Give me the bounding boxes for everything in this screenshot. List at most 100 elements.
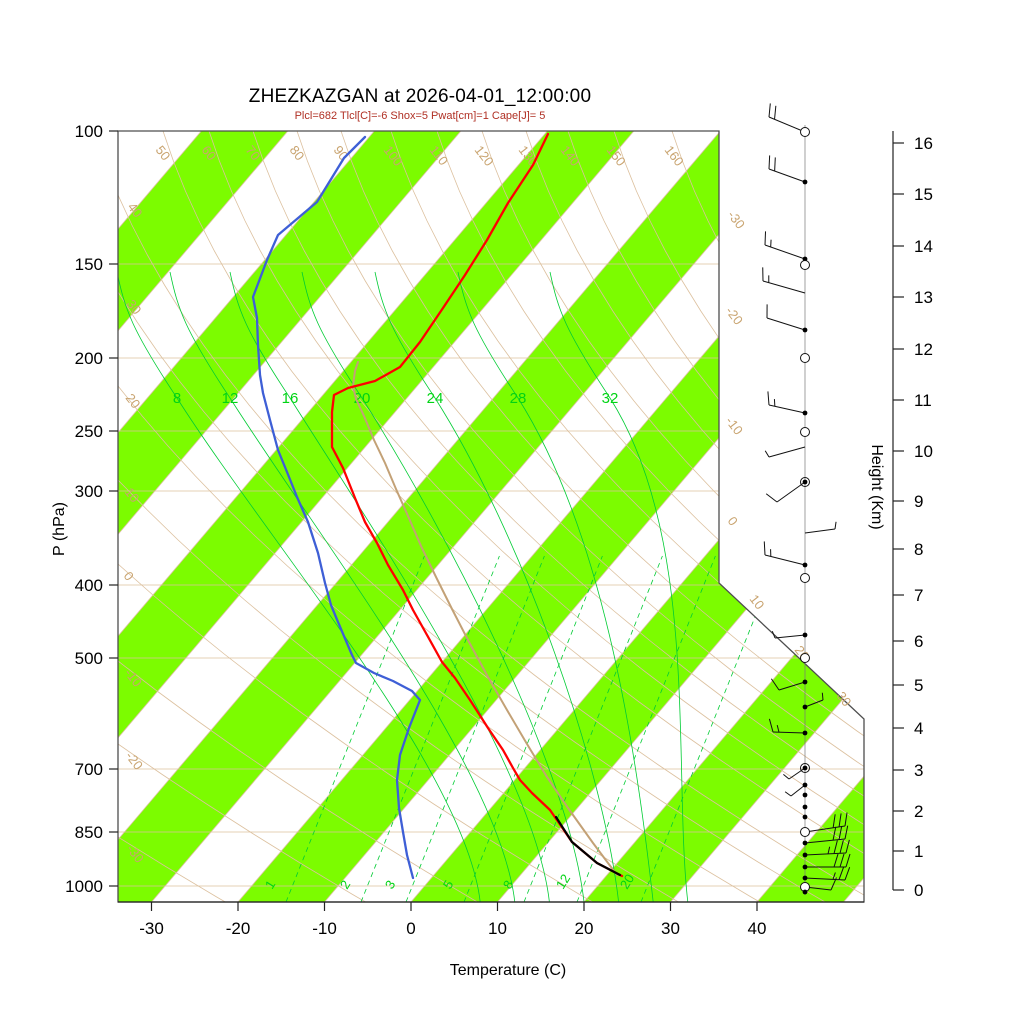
isotherm-label-right: 10 xyxy=(747,592,768,613)
pressure-tick-label: 100 xyxy=(75,122,103,141)
dewpoint-curve xyxy=(251,135,422,880)
adiabat-label-left: 0 xyxy=(121,569,137,584)
wind-barb-staff xyxy=(764,554,806,566)
wind-barb-staff xyxy=(772,731,806,734)
surface-temp-black-segment xyxy=(554,815,622,877)
dry-adiabat xyxy=(118,836,269,902)
station-dot xyxy=(802,562,808,568)
station-circle xyxy=(800,653,810,663)
isotherm-line xyxy=(0,131,28,902)
wind-barb-staff xyxy=(790,784,806,797)
height-tick-label: 10 xyxy=(914,442,933,461)
dry-adiabat xyxy=(118,291,860,902)
isotherm-line xyxy=(324,131,864,902)
pressure-tick-label: 250 xyxy=(75,422,103,441)
wind-barb-staff xyxy=(804,852,847,856)
dry-adiabat xyxy=(340,131,864,902)
adiabat-label-top: 160 xyxy=(662,143,687,169)
wind-barb-full xyxy=(774,105,777,120)
temperature-tick-label: -10 xyxy=(312,919,337,938)
wind-barb-half xyxy=(832,872,836,880)
isotherm-line xyxy=(118,131,289,902)
wind-barb-staff xyxy=(764,244,806,260)
mixing-ratio-line xyxy=(285,555,425,902)
wind-barb-full xyxy=(768,155,771,170)
chart-title: ZHEZKAZGAN at 2026-04-01_12:00:00 xyxy=(248,86,592,107)
wind-barb-half xyxy=(821,692,824,701)
wind-barb-staff xyxy=(778,681,806,691)
pressure-tick-label: 400 xyxy=(75,576,103,595)
wind-barb-full xyxy=(845,839,850,854)
wind-barb-staff xyxy=(804,877,846,881)
wind-barb-full xyxy=(768,103,771,118)
mixing-ratio-line xyxy=(523,555,663,902)
wind-barb-full xyxy=(770,678,780,691)
pressure-tick-label: 1000 xyxy=(65,877,103,896)
wind-barb-full xyxy=(833,853,839,868)
adiabat-label-top: 80 xyxy=(287,143,308,164)
wind-barb-staff xyxy=(766,317,806,331)
isotherm-label-right: 0 xyxy=(725,514,741,529)
pressure-tick-label: 200 xyxy=(75,349,103,368)
moist-adiabat xyxy=(549,271,689,902)
height-tick-label: 1 xyxy=(914,842,923,861)
isotherm-label-right: -10 xyxy=(723,414,746,438)
height-tick-label: 14 xyxy=(914,237,933,256)
height-tick-label: 3 xyxy=(914,761,923,780)
wind-barb-staff xyxy=(804,528,836,534)
wind-barb-full xyxy=(832,814,836,828)
height-tick-label: 11 xyxy=(914,391,932,410)
height-tick-label: 8 xyxy=(914,540,923,559)
temperature-curve xyxy=(330,132,624,878)
pressure-tick-label: 850 xyxy=(75,823,103,842)
wind-barb-half xyxy=(764,450,770,458)
wind-barb-staff xyxy=(768,116,806,133)
dry-adiabat xyxy=(613,131,864,902)
station-circle xyxy=(800,353,810,363)
station-dot xyxy=(802,765,808,771)
moist-adiabat-label: 28 xyxy=(510,390,527,407)
wind-barb-half xyxy=(776,725,780,733)
isotherm-label-right: -20 xyxy=(723,304,746,328)
height-tick-label: 13 xyxy=(914,288,933,307)
isotherm-line xyxy=(756,131,864,902)
wind-barb-half xyxy=(827,846,831,854)
station-dot xyxy=(802,782,808,788)
adiabat-label-top: 50 xyxy=(153,143,174,164)
mixing-ratio-label: 12 xyxy=(553,871,573,891)
temperature-tick-label: 30 xyxy=(661,919,680,938)
station-circle xyxy=(800,827,810,837)
isotherm-line xyxy=(118,131,548,902)
wind-barb-full xyxy=(838,826,843,840)
moist-adiabat xyxy=(118,271,481,902)
station-dot xyxy=(802,179,808,185)
wind-barb-full xyxy=(765,493,778,503)
wind-barb-full xyxy=(839,839,844,854)
wind-barb-full xyxy=(839,853,845,868)
wind-barb-full xyxy=(844,867,851,881)
isotherm-label-right: -30 xyxy=(725,208,748,232)
wind-barb-full xyxy=(767,391,770,406)
wind-barb-full xyxy=(763,541,766,556)
dry-adiabat xyxy=(436,131,864,902)
dry-adiabat xyxy=(162,131,864,902)
isotherm-line xyxy=(583,131,864,902)
dry-adiabat xyxy=(118,385,802,902)
temperature-tick-label: 40 xyxy=(748,919,767,938)
station-dot xyxy=(802,864,808,870)
dry-adiabat xyxy=(118,194,864,902)
wind-barb-half xyxy=(771,631,776,639)
station-dot xyxy=(802,814,808,820)
height-tick-label: 7 xyxy=(914,586,923,605)
wind-barb-staff xyxy=(788,767,806,780)
isotherm-line xyxy=(118,131,462,902)
wind-barb-half xyxy=(834,521,837,530)
mixing-ratio-label: 2 xyxy=(337,878,354,892)
station-dot xyxy=(802,804,808,810)
station-circle xyxy=(800,763,810,773)
station-dot xyxy=(802,479,808,485)
wind-barb-staff xyxy=(804,825,846,833)
temperature-tick-label: 10 xyxy=(488,919,507,938)
station-dot xyxy=(802,704,808,710)
